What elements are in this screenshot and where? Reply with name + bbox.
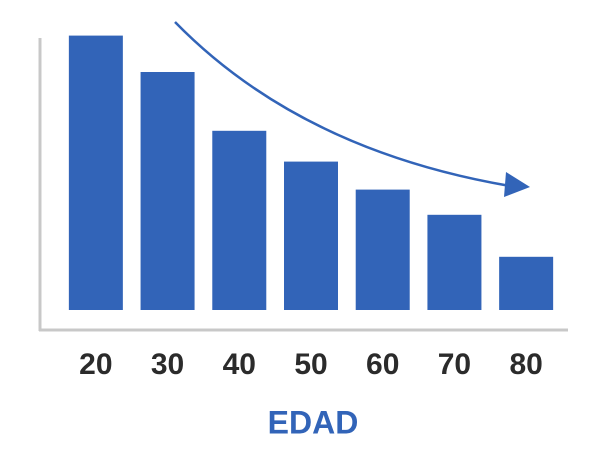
x-tick-label: 40 [223, 348, 256, 381]
x-tick-label: 30 [151, 348, 184, 381]
bar [68, 35, 123, 310]
x-tick-label: 50 [294, 348, 327, 381]
bar [140, 72, 195, 310]
trend-arrow [174, 21, 511, 188]
x-tick-label: 70 [438, 348, 471, 381]
bar [427, 214, 482, 310]
trend-arrowhead [504, 172, 530, 197]
x-axis-label: EDAD [268, 404, 359, 440]
bar [499, 256, 554, 310]
bar [355, 189, 410, 310]
x-tick-label: 60 [366, 348, 399, 381]
bar [284, 161, 338, 310]
x-tick-label: 20 [79, 348, 112, 381]
x-tick-label: 80 [509, 348, 542, 381]
bar [212, 130, 267, 310]
